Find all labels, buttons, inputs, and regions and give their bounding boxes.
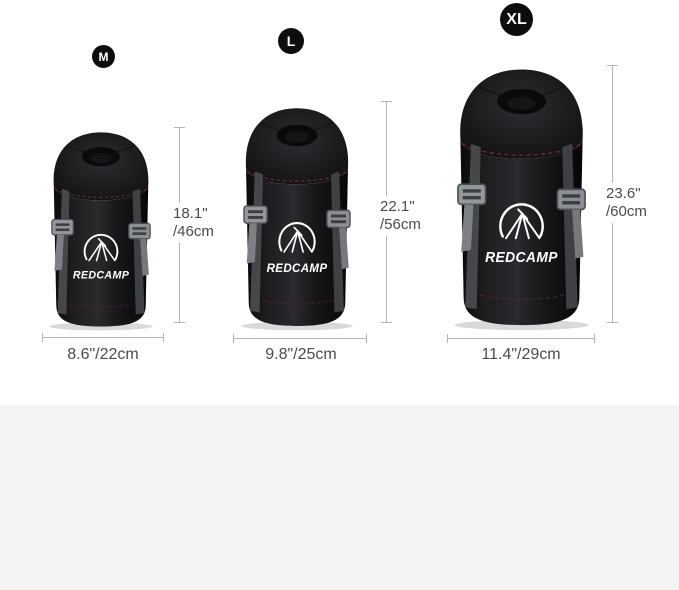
height-label-m-cm: /46cm	[173, 223, 214, 240]
height-label-xl-in: 23.6"	[606, 185, 641, 202]
height-label-l-cm: /56cm	[380, 216, 421, 233]
height-label-m-in: 18.1"	[173, 205, 208, 222]
size-badge-l: L	[278, 28, 304, 54]
height-label-xl: 23.6" /60cm	[603, 183, 650, 223]
height-label-xl-cm: /60cm	[606, 203, 647, 220]
height-label-m: 18.1" /46cm	[170, 203, 217, 243]
size-badge-m: M	[92, 45, 115, 68]
width-measure-line-xl	[447, 334, 595, 343]
height-label-l: 22.1" /56cm	[377, 196, 424, 236]
width-label-l: 9.8"/25cm	[265, 346, 337, 363]
compression-sack-photo-xl	[453, 68, 590, 331]
compression-sack-photo-m	[48, 131, 154, 331]
spec-panel: SIZEWEIGHTCAPACITYCOMPRESSIONFIT FORM3.5…	[0, 405, 679, 590]
size-badge-xl: XL	[500, 3, 533, 36]
width-measure-line-m	[42, 333, 164, 342]
width-label-m: 8.6"/22cm	[67, 346, 139, 363]
height-label-l-in: 22.1"	[380, 198, 415, 215]
width-measure-line-l	[233, 334, 367, 343]
width-label-xl: 11.4"/29cm	[481, 346, 561, 363]
compression-sack-photo-l	[240, 107, 354, 331]
